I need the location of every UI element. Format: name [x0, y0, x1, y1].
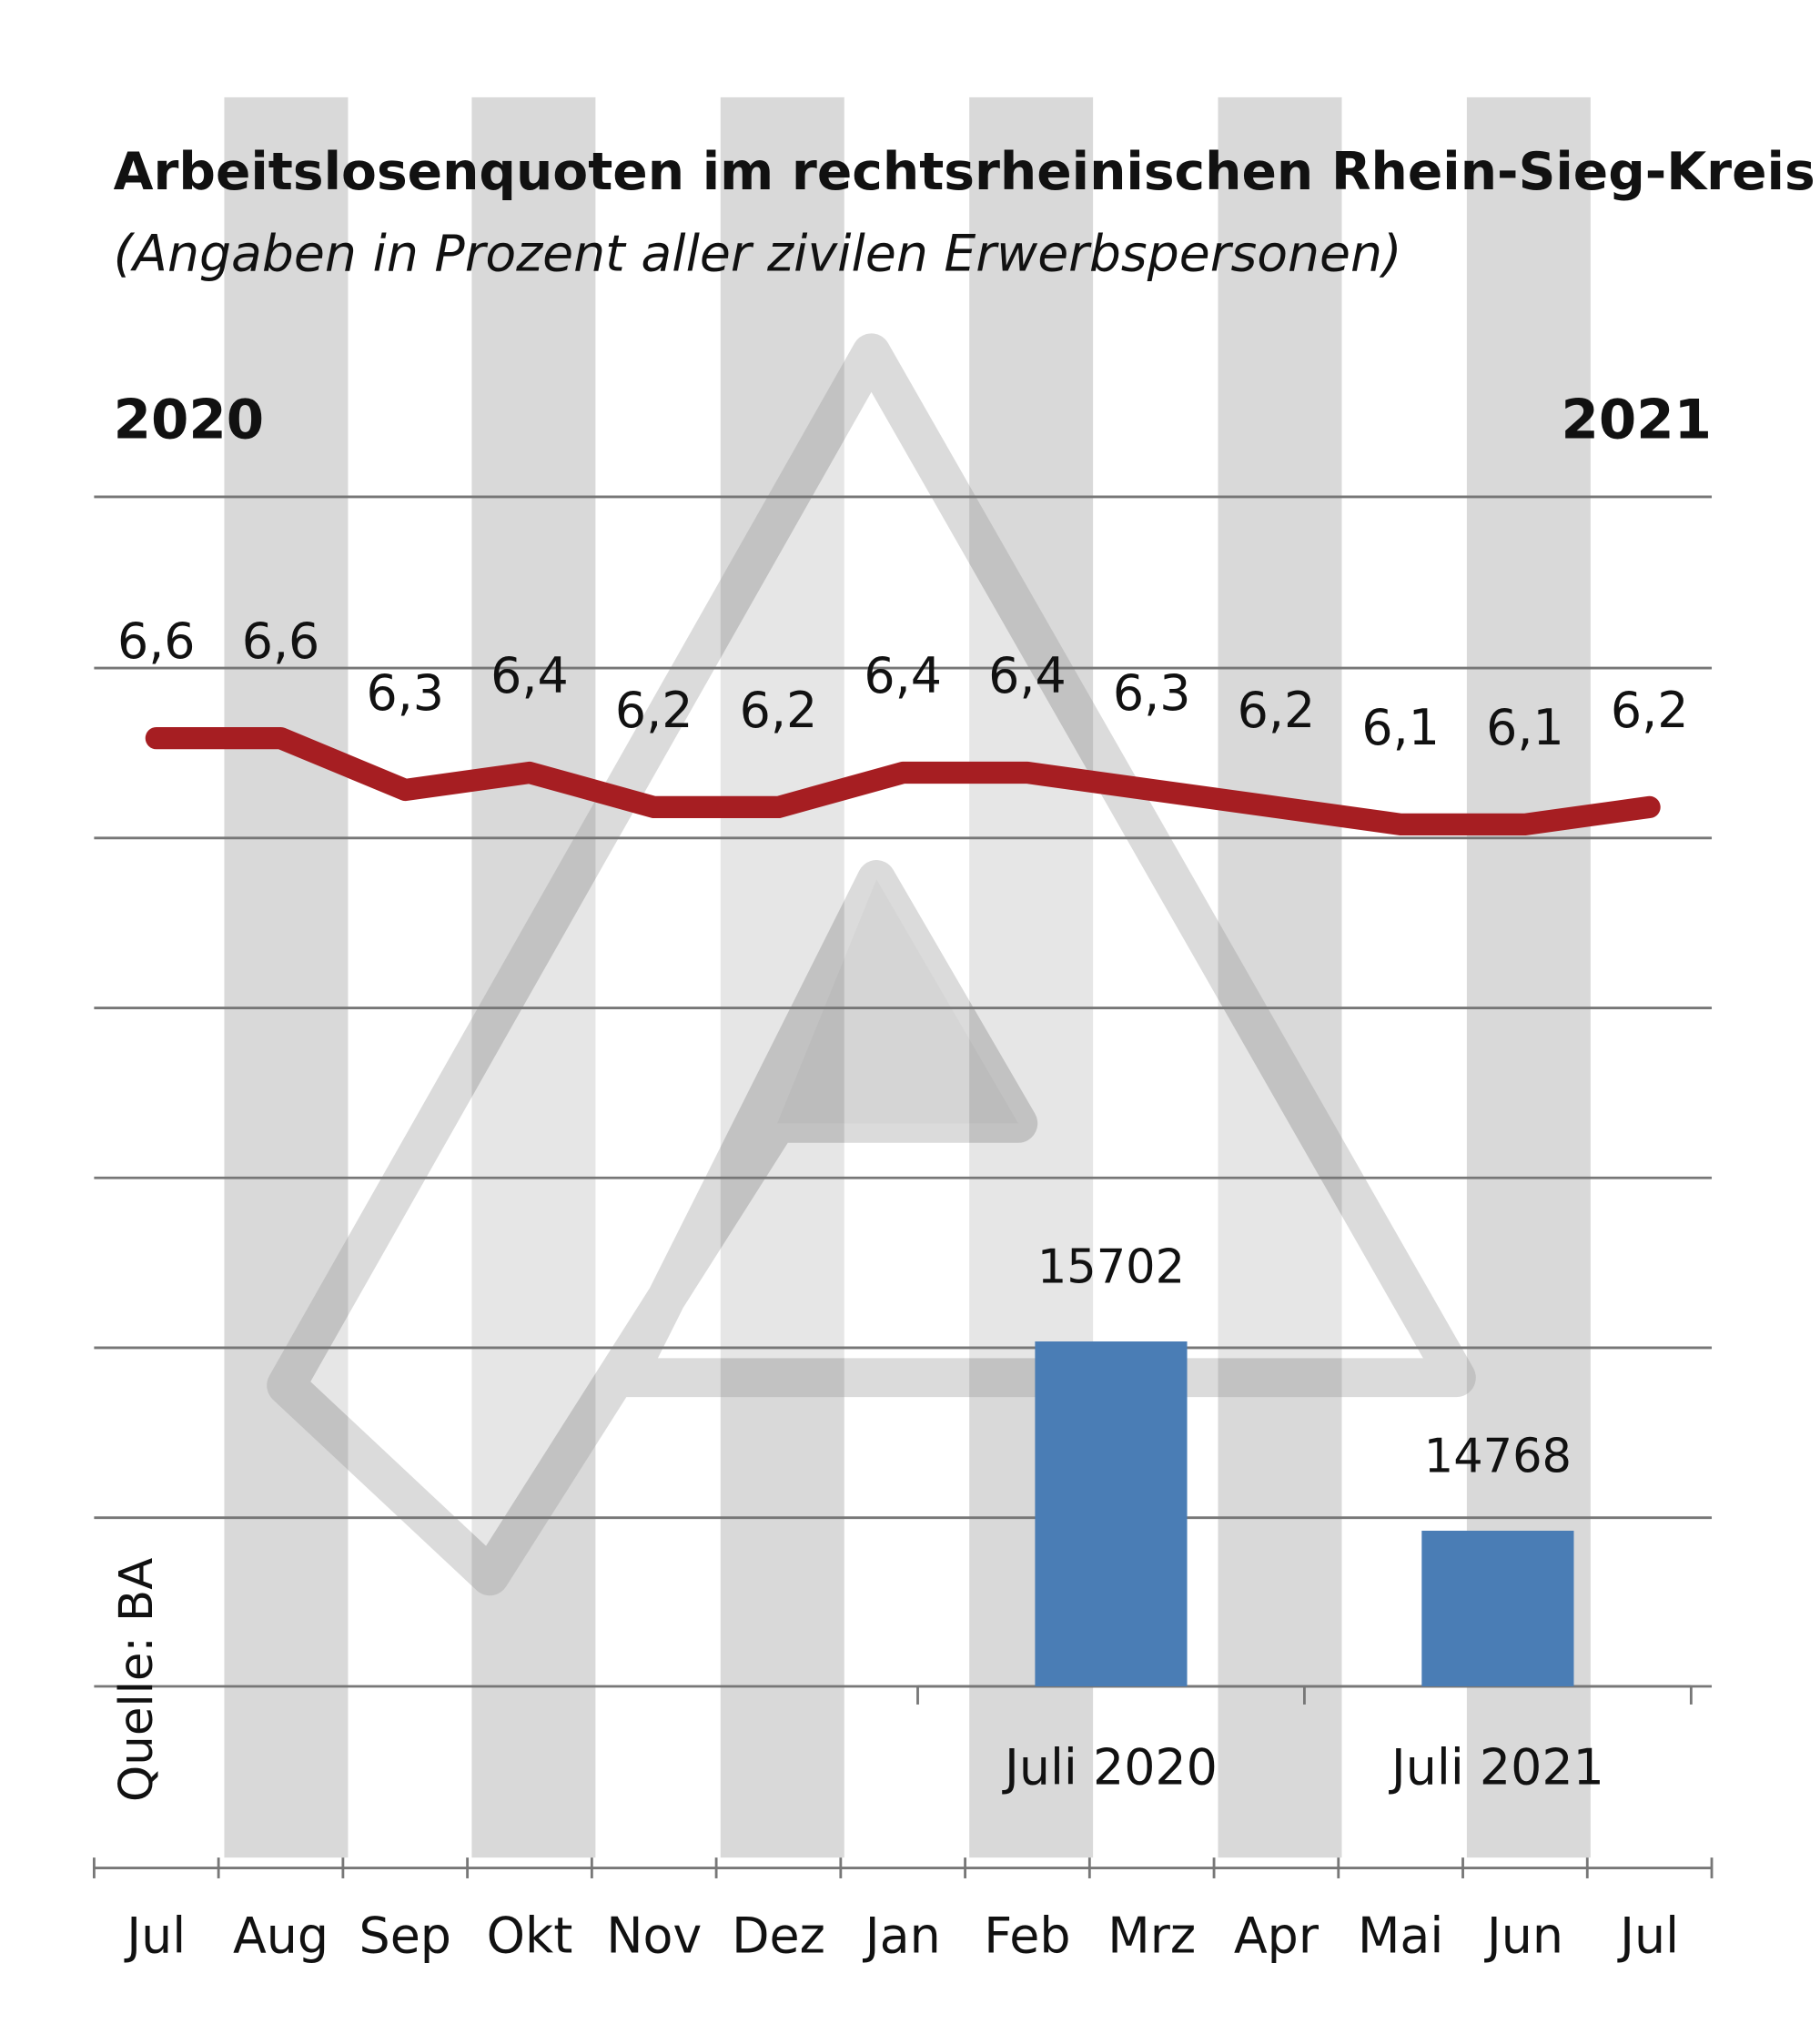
- data-label: 14768: [1424, 1430, 1572, 1483]
- data-label: 6,6: [242, 612, 320, 670]
- data-label: 6,2: [1238, 682, 1316, 739]
- x-tick-label: Jul: [124, 1907, 186, 1964]
- year-label: 2021: [1561, 389, 1712, 451]
- x-tick-label: Feb: [984, 1907, 1070, 1964]
- chart-title: Arbeitslosenquoten im rechtsrheinischen …: [114, 142, 1820, 202]
- x-tick-label: Nov: [606, 1907, 702, 1964]
- x-tick-label: Jan: [863, 1907, 941, 1964]
- x-tick-label: Juli 2020: [1002, 1738, 1218, 1796]
- x-tick-label: Juli 2021: [1389, 1738, 1604, 1796]
- data-label: 6,2: [1611, 682, 1689, 739]
- year-label: 2020: [114, 389, 265, 451]
- bar: [1421, 1530, 1574, 1686]
- data-label: 6,1: [1486, 699, 1564, 756]
- data-label: 6,3: [1113, 664, 1191, 722]
- data-label: 15702: [1037, 1241, 1185, 1295]
- bar: [1035, 1341, 1188, 1686]
- data-label: 6,2: [740, 682, 818, 739]
- x-tick-label: Jun: [1484, 1907, 1563, 1964]
- x-tick-label: Mai: [1358, 1907, 1443, 1964]
- data-label: 6,4: [864, 647, 942, 704]
- x-tick-label: Dez: [732, 1907, 825, 1964]
- x-tick-label: Apr: [1234, 1907, 1320, 1964]
- x-tick-label: Okt: [487, 1907, 573, 1964]
- data-label: 6,2: [615, 682, 693, 739]
- x-tick-label: Aug: [233, 1907, 329, 1964]
- data-label: 6,4: [988, 647, 1067, 704]
- chart-subtitle: (Angaben in Prozent aller zivilen Erwerb…: [114, 225, 1402, 283]
- data-label: 6,6: [117, 612, 196, 670]
- data-label: 6,3: [366, 664, 444, 722]
- data-label: 6,4: [490, 647, 569, 704]
- x-tick-label: Sep: [359, 1907, 451, 1964]
- x-tick-label: Mrz: [1107, 1907, 1196, 1964]
- line: [145, 727, 1661, 835]
- data-label: 6,1: [1361, 699, 1440, 756]
- source: Quelle: BA: [110, 1558, 164, 1802]
- x-tick-label: Jul: [1617, 1907, 1679, 1964]
- stripes: [224, 96, 1591, 1858]
